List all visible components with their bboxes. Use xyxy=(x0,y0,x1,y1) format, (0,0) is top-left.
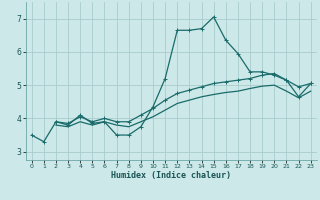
X-axis label: Humidex (Indice chaleur): Humidex (Indice chaleur) xyxy=(111,171,231,180)
